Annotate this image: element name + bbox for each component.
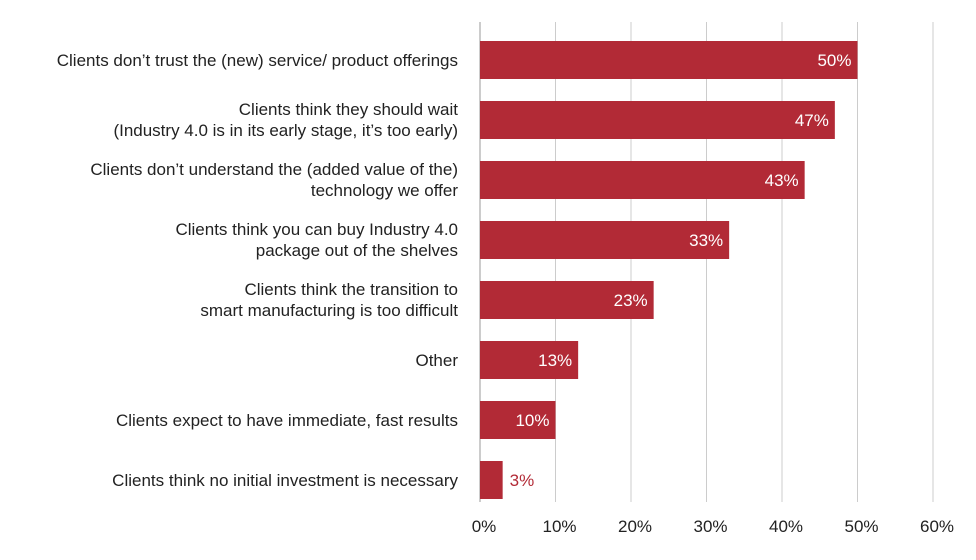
- category-label-line: Clients don’t understand the (added valu…: [90, 160, 458, 179]
- x-tick-label: 40%: [769, 517, 803, 536]
- bar: [480, 161, 805, 199]
- category-label-line: (Industry 4.0 is in its early stage, it’…: [113, 121, 458, 140]
- category-label-line: Clients think no initial investment is n…: [112, 470, 458, 490]
- category-label: Other: [415, 350, 458, 371]
- category-label-line: Clients think they should wait: [238, 100, 458, 119]
- bar-value-label: 23%: [614, 291, 648, 310]
- category-label-line: Clients think you can buy Industry 4.0: [175, 220, 458, 239]
- bar: [480, 221, 730, 259]
- x-tick-label: 60%: [920, 517, 954, 536]
- category-label-line: Clients expect to have immediate, fast r…: [115, 410, 458, 430]
- category-label-line: smart manufacturing is too difficult: [200, 301, 458, 320]
- category-label: Clients think they should wait (Industry …: [113, 99, 458, 141]
- category-label: Clients don’t trust the (new) service/ p…: [57, 50, 458, 71]
- category-label-line: technology we offer: [310, 181, 458, 200]
- bar-value-label: 47%: [795, 111, 829, 130]
- category-label: Clients think no initial investment is n…: [112, 470, 458, 491]
- bar: [480, 341, 579, 379]
- category-label: Clients expect to have immediate, fast r…: [116, 410, 458, 431]
- bar-value-label: 50%: [817, 51, 851, 70]
- bar: [480, 41, 858, 79]
- x-tick-label: 0%: [472, 517, 497, 536]
- x-tick-label: 20%: [618, 517, 652, 536]
- category-label-line: package out of the shelves: [255, 241, 458, 260]
- x-tick-label: 50%: [844, 517, 878, 536]
- category-label: Clients think you can buy Industry 4.0 pa…: [175, 219, 458, 261]
- bar-value-label: 33%: [689, 231, 723, 250]
- category-label: Clients don’t understand the (added valu…: [90, 159, 458, 201]
- bar: [480, 281, 654, 319]
- category-label-line: Clients think the transition to: [244, 280, 458, 299]
- x-tick-label: 10%: [542, 517, 576, 536]
- bar: [480, 101, 835, 139]
- category-label: Clients think the transition to smart man…: [200, 279, 458, 321]
- bar: [480, 401, 556, 439]
- category-label-line: Clients don’t trust the (new) service/ p…: [56, 50, 458, 70]
- category-label-line: Other: [415, 350, 458, 370]
- bar-value-label: 3%: [510, 471, 535, 490]
- bar-value-label: 43%: [765, 171, 799, 190]
- x-tick-label: 30%: [693, 517, 727, 536]
- bar: [480, 461, 503, 499]
- bar-value-label: 10%: [515, 411, 549, 430]
- bar-value-label: 13%: [538, 351, 572, 370]
